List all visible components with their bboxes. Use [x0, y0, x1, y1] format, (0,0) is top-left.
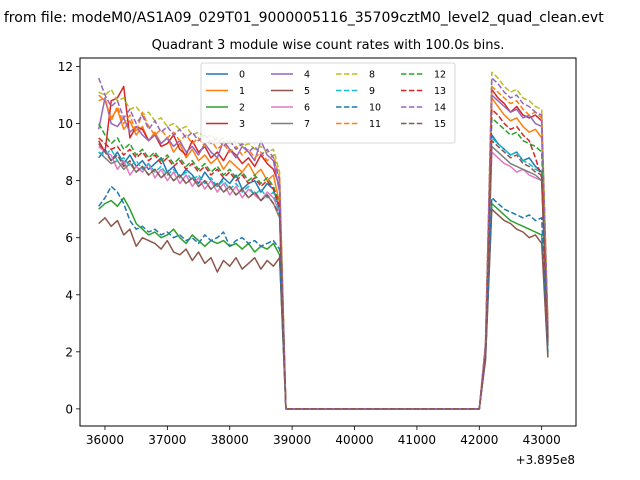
- series-line-0: [98, 134, 549, 410]
- series-line-2: [98, 197, 549, 410]
- y-tick-label: 6: [65, 231, 73, 245]
- x-tick-label: 42000: [460, 433, 498, 447]
- legend-label-13: 13: [434, 86, 446, 97]
- legend-label-4: 4: [304, 70, 310, 81]
- axes-ticks: 36000 37000 38000 39000 40000 41000 42000 43000…: [58, 60, 561, 447]
- x-tick-label: 36000: [86, 433, 124, 447]
- legend-label-5: 5: [304, 86, 310, 97]
- series-line-5: [98, 208, 549, 410]
- x-tick-label: 43000: [523, 433, 561, 447]
- chart-title: Quadrant 3 module wise count rates with …: [152, 38, 505, 53]
- x-tick-label: 41000: [398, 433, 436, 447]
- x-tick-label: 37000: [148, 433, 186, 447]
- x-tick-label: 39000: [273, 433, 311, 447]
- series-line-14: [97, 77, 549, 410]
- legend-label-2: 2: [239, 103, 245, 114]
- legend-label-11: 11: [369, 119, 381, 130]
- legend-label-7: 7: [304, 119, 310, 130]
- series-line-4: [97, 94, 549, 410]
- y-tick-label: 4: [65, 288, 73, 302]
- y-tick-label: 10: [58, 117, 73, 131]
- legend-label-1: 1: [239, 86, 245, 97]
- legend-label-3: 3: [239, 119, 245, 130]
- figure-suptitle: Data from file: modeM0/AS1A09_029T01_900…: [0, 10, 604, 26]
- axes-frame: [79, 57, 577, 427]
- legend-label-10: 10: [369, 103, 381, 114]
- series-line-12: [98, 117, 549, 410]
- legend-label-15: 15: [434, 119, 446, 130]
- series-line-10: [98, 185, 549, 410]
- series-line-13: [98, 108, 549, 410]
- x-offset-label: +3.895e8: [516, 453, 575, 467]
- legend-label-14: 14: [434, 103, 446, 114]
- x-tick-label: 40000: [335, 433, 373, 447]
- legend-label-0: 0: [239, 70, 245, 81]
- legend-box: [200, 62, 456, 144]
- series-line-3: [98, 85, 549, 410]
- y-tick-label: 8: [65, 174, 73, 188]
- legend-label-6: 6: [304, 103, 310, 114]
- plot-lines: [97, 71, 549, 410]
- legend-label-12: 12: [434, 70, 446, 81]
- legend-label-8: 8: [369, 70, 375, 81]
- series-line-15: [98, 139, 549, 410]
- legend-label-9: 9: [369, 86, 375, 97]
- y-tick-label: 2: [65, 345, 73, 359]
- x-tick-label: 38000: [211, 433, 249, 447]
- y-tick-label: 0: [65, 402, 73, 416]
- series-line-1: [98, 94, 549, 410]
- series-line-11: [98, 85, 549, 410]
- y-tick-label: 12: [58, 60, 73, 74]
